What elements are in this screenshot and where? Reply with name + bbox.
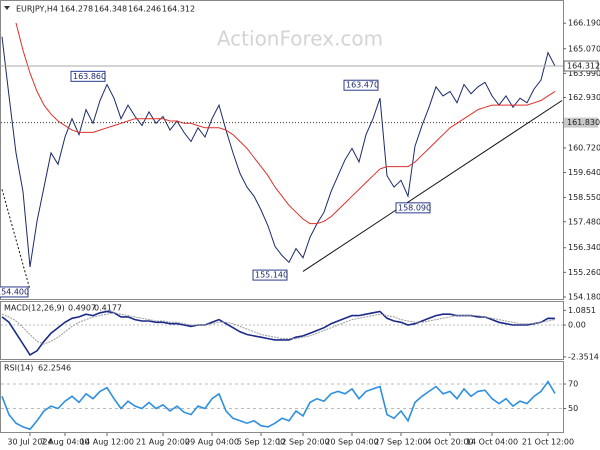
y-tick-label: 159.640: [568, 168, 600, 177]
y-tick-label: 158.550: [568, 193, 600, 202]
current-label: 164.312: [567, 62, 600, 71]
y-tick-label: 0.00: [568, 321, 586, 330]
y-tick-label: 163.990: [568, 69, 600, 78]
series-line: [1, 310, 556, 356]
y-tick-label: 50: [568, 404, 578, 413]
annotation-label: 163.470: [346, 81, 379, 90]
annotation-box: [70, 70, 106, 82]
level-label: 161.830: [567, 118, 600, 127]
x-tick-label: 21 Oct 12:00: [522, 438, 574, 447]
price-frame: [0, 0, 564, 300]
series-line: [1, 36, 556, 267]
current-box: [563, 60, 599, 72]
rsi-frame: [0, 361, 564, 433]
y-tick-label: 165.070: [568, 44, 600, 53]
x-tick-label: 7 Aug 04:00: [41, 438, 90, 447]
x-tick-label: 14 Oct 04:00: [466, 438, 518, 447]
x-tick-label: 14 Aug 12:00: [80, 438, 134, 447]
x-tick-label: 20 Sep 04:00: [325, 438, 378, 447]
macd-readout: 0.4907: [68, 304, 96, 313]
y-tick-label: 157.480: [568, 217, 600, 226]
annotation-box: [343, 79, 379, 91]
x-tick-label: 12 Sep 20:00: [276, 438, 329, 447]
annotation-label: 155.140: [255, 271, 288, 280]
annotation-box: [0, 286, 29, 298]
macd-frame: [0, 301, 564, 360]
x-tick-label: 4 Oct 20:00: [426, 438, 473, 447]
menu-arrow: [4, 6, 10, 10]
macd-readout: 0.4177: [94, 304, 122, 313]
x-tick-label: 30 Jul 2024: [7, 438, 52, 447]
symbol: EURJPY,H4: [16, 5, 58, 14]
y-tick-label: 1.0851: [568, 306, 596, 315]
annotation-label: 158.090: [398, 203, 431, 212]
x-tick-label: 21 Aug 20:00: [136, 438, 190, 447]
annotation-box: [395, 202, 431, 214]
ohlc-value: 164.246: [128, 5, 161, 14]
annotation-label: 154.400: [0, 287, 29, 296]
annotation-label: 163.860: [73, 72, 106, 81]
macd-title: MACD(12,26,9): [4, 304, 65, 313]
ohlc-value: 164.348: [94, 5, 127, 14]
y-tick-label: 155.260: [568, 268, 600, 277]
rsi-readout: 62.2546: [38, 364, 71, 373]
ohlc-value: 164.278: [60, 5, 93, 14]
rsi-title: RSI(14): [4, 364, 33, 373]
trend-line: [1, 189, 31, 290]
y-tick-label: -2.3514: [568, 352, 599, 361]
y-tick-label: 154.180: [568, 292, 600, 301]
y-tick-label: 162.930: [568, 93, 600, 102]
y-tick-label: 166.190: [568, 19, 600, 28]
x-tick-label: 27 Sep 12:00: [374, 438, 427, 447]
series-line: [1, 380, 556, 431]
x-tick-label: 29 Aug 04:00: [185, 438, 239, 447]
annotation-box: [252, 269, 288, 281]
y-tick-label: 70: [568, 380, 578, 389]
trend-line: [302, 100, 563, 272]
x-tick-label: 5 Sep 12:00: [237, 438, 285, 447]
y-tick-label: 160.720: [568, 143, 600, 152]
ohlc-value: 164.312: [162, 5, 195, 14]
watermark: ActionForex.com: [217, 27, 383, 51]
series-line: [1, 312, 556, 345]
level-box: [564, 117, 598, 128]
series-line: [15, 22, 556, 225]
y-tick-label: 156.340: [568, 243, 600, 252]
